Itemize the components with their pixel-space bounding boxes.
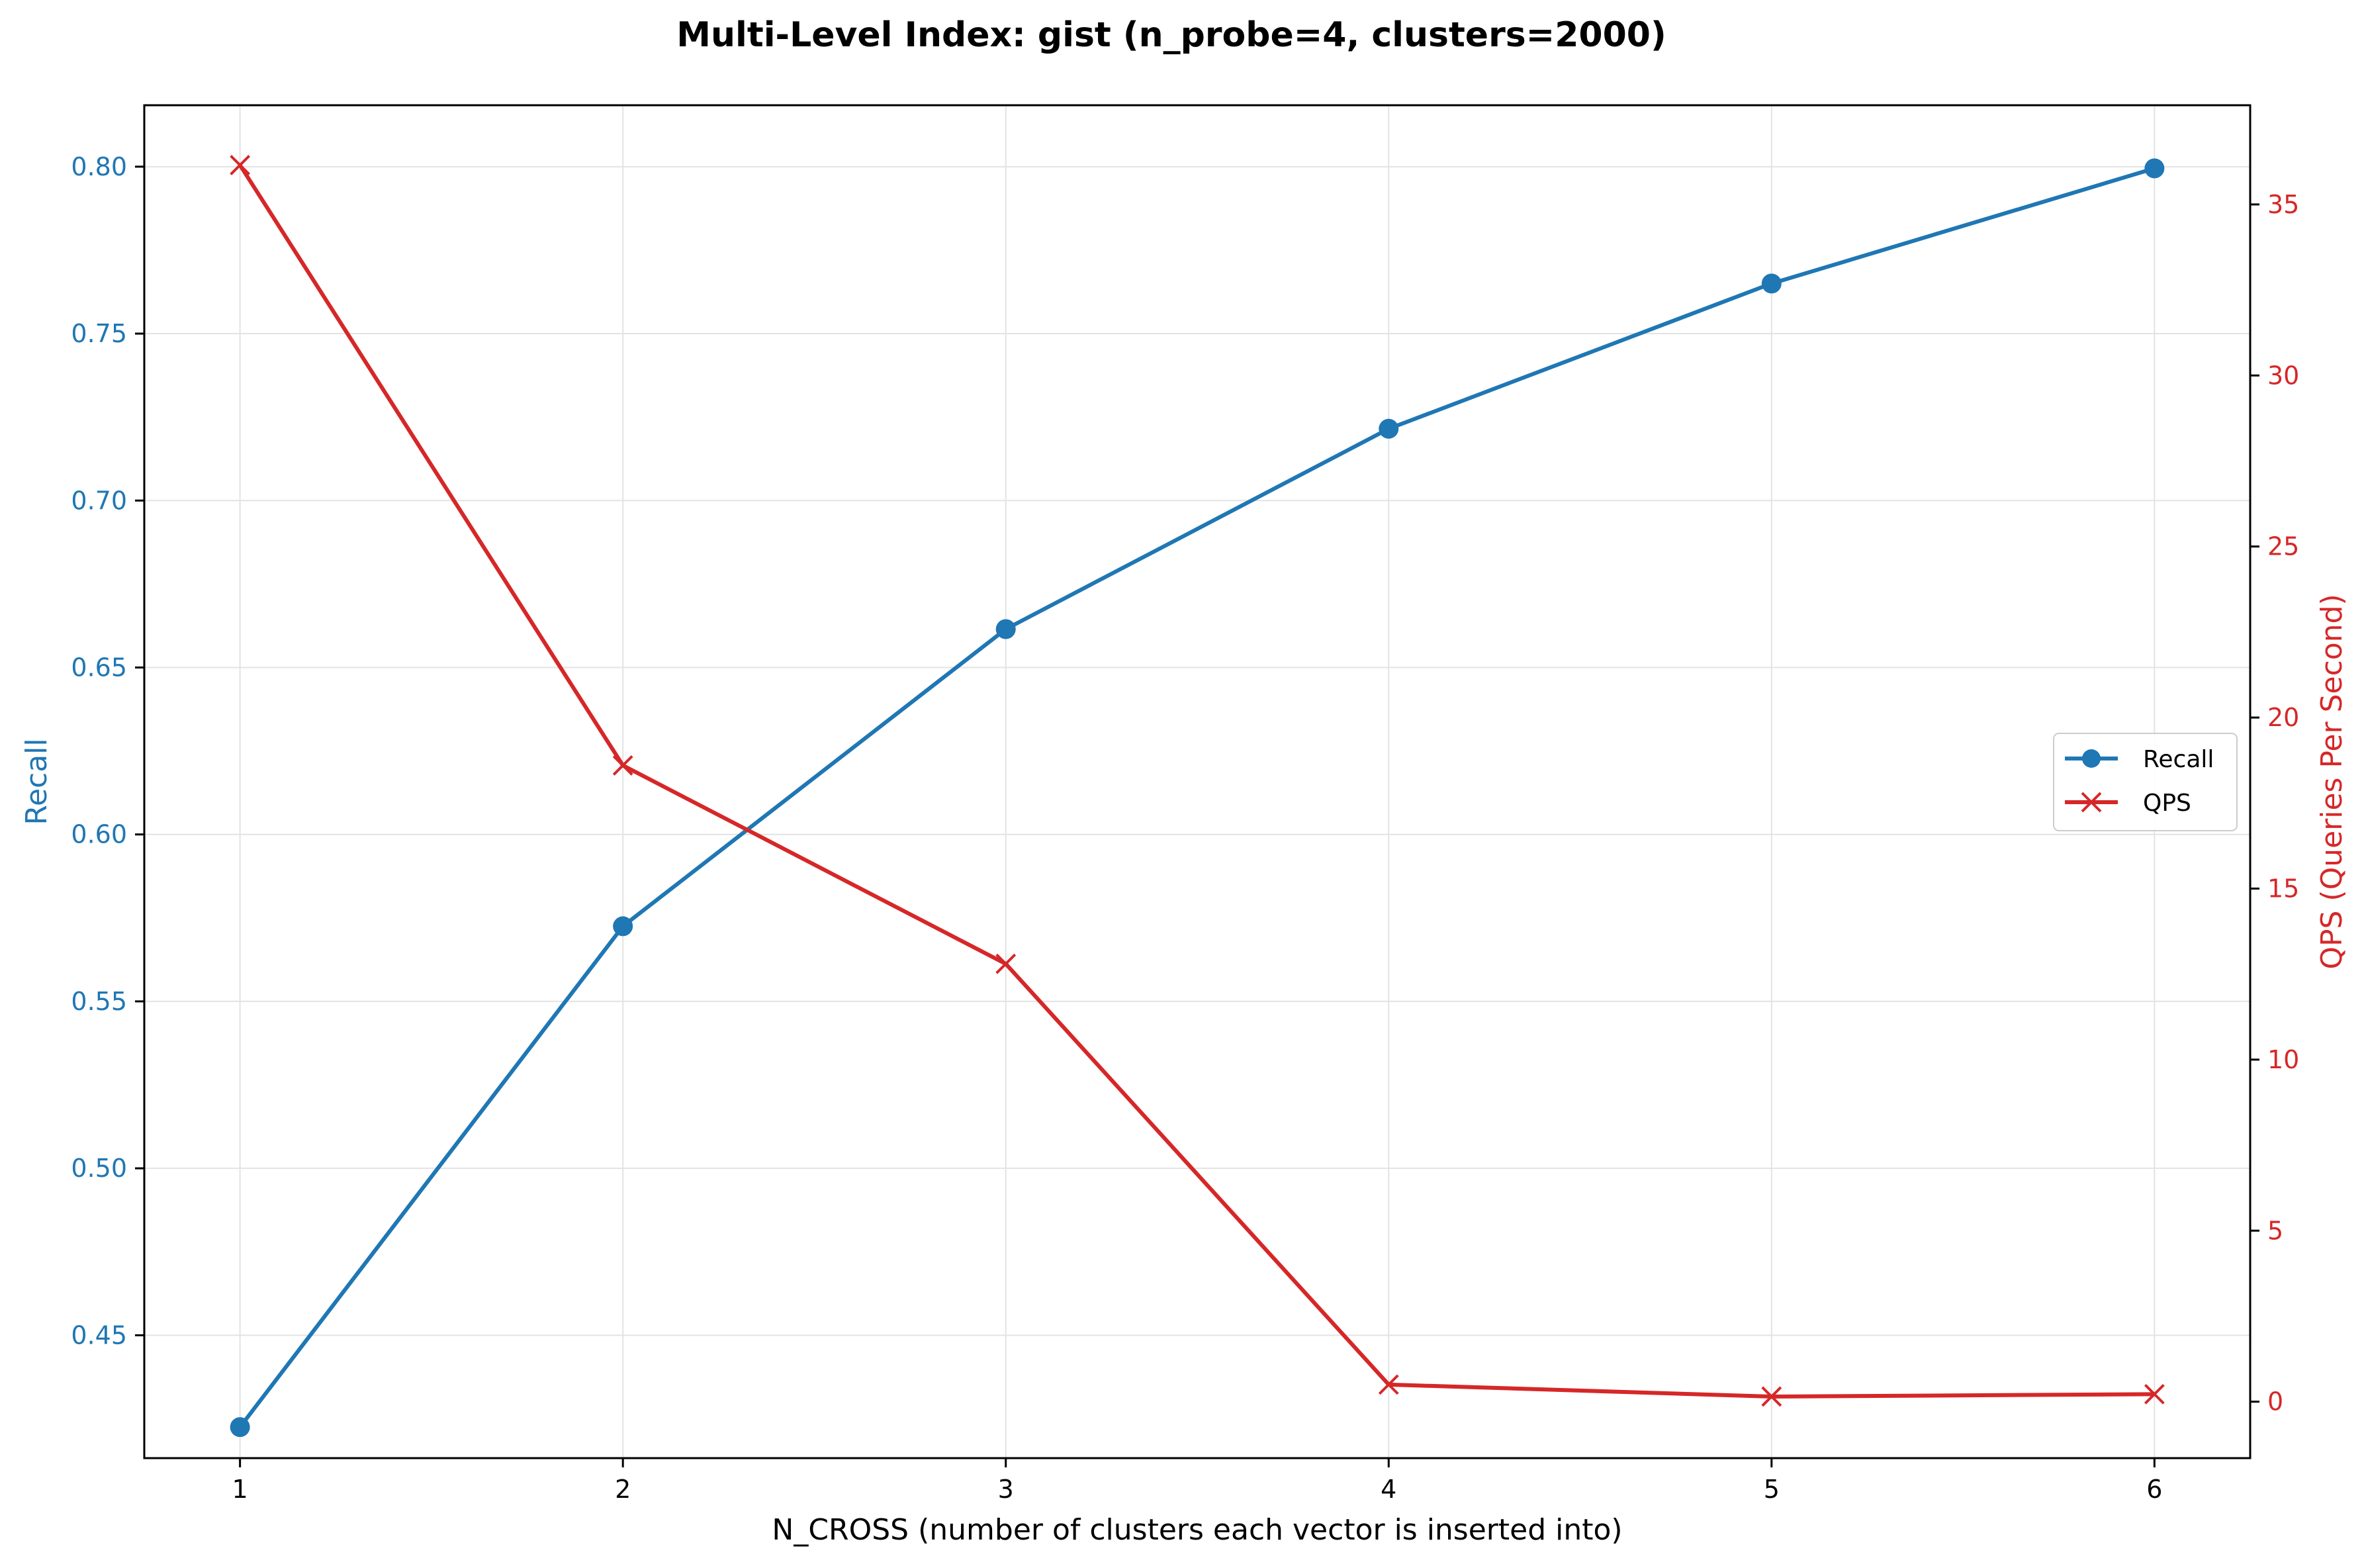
legend-recall-label: Recall: [2143, 746, 2214, 773]
y-left-tick-label: 0.75: [71, 319, 127, 348]
legend-qps-label: QPS: [2143, 790, 2191, 817]
legend-recall-marker: [2082, 749, 2101, 768]
x-tick-label: 1: [232, 1475, 248, 1504]
y-left-tick-label: 0.45: [71, 1320, 127, 1350]
y-right-tick-label: 15: [2267, 874, 2299, 903]
y-right-tick-label: 30: [2267, 361, 2299, 390]
x-tick-label: 5: [1764, 1475, 1780, 1504]
y-left-tick-label: 0.65: [71, 653, 127, 682]
y-left-tick-label: 0.70: [71, 486, 127, 515]
y-right-tick-label: 10: [2267, 1045, 2299, 1074]
recall-point: [613, 916, 633, 936]
y-left-tick-label: 0.60: [71, 820, 127, 849]
recall-point: [230, 1417, 250, 1437]
x-tick-label: 4: [1381, 1475, 1396, 1504]
y-axis-left-label: Recall: [20, 738, 54, 825]
y-right-tick-label: 25: [2267, 532, 2299, 561]
x-axis-label: N_CROSS (number of clusters each vector …: [772, 1513, 1622, 1547]
y-left-tick-label: 0.55: [71, 987, 127, 1016]
y-right-tick-label: 5: [2267, 1216, 2283, 1245]
y-axis-right-label: QPS (Queries Per Second): [2315, 594, 2349, 969]
y-right-tick-label: 0: [2267, 1387, 2283, 1416]
y-right-tick-label: 35: [2267, 190, 2299, 219]
recall-point: [1379, 419, 1398, 439]
x-tick-label: 2: [615, 1475, 631, 1504]
x-tick-label: 3: [998, 1475, 1014, 1504]
legend: Recall QPS: [2054, 733, 2237, 831]
chart-title: Multi-Level Index: gist (n_probe=4, clus…: [676, 15, 1666, 55]
recall-point: [2144, 158, 2164, 178]
recall-point: [1762, 273, 1782, 293]
x-tick-label: 6: [2146, 1475, 2162, 1504]
y-right-tick-label: 20: [2267, 703, 2299, 732]
recall-point: [996, 619, 1016, 639]
y-left-tick-label: 0.50: [71, 1154, 127, 1183]
y-left-tick-label: 0.80: [71, 152, 127, 181]
